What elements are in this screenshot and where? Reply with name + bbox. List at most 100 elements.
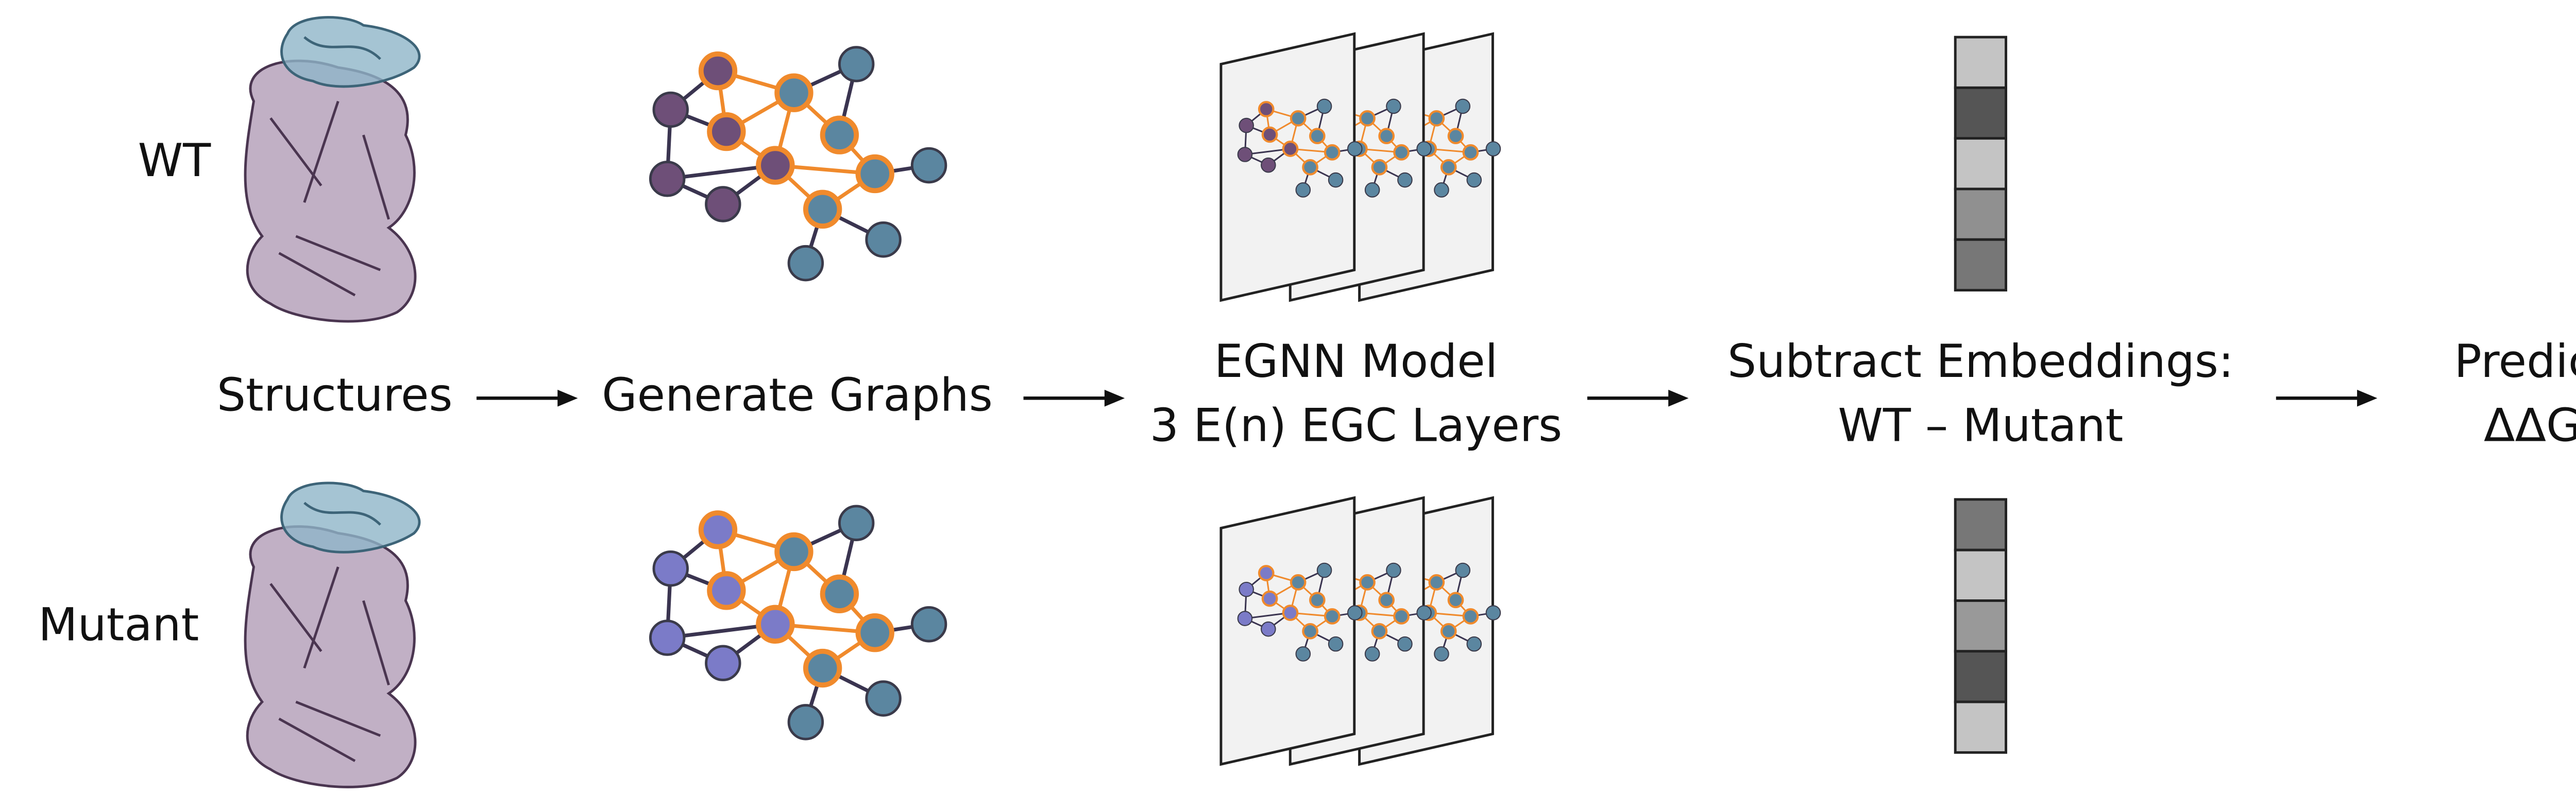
graph-node: [698, 51, 738, 91]
graph-node: [910, 606, 947, 643]
graph-node: [1485, 605, 1501, 620]
graph: [1237, 98, 1363, 198]
graph-node: [1393, 608, 1410, 625]
graph-node: [652, 91, 689, 128]
graph-node: [1485, 141, 1501, 157]
graph-node: [1261, 590, 1278, 607]
graph-node: [756, 605, 795, 644]
wt-structure: [245, 18, 419, 321]
graph-node: [1237, 611, 1253, 626]
graph-node: [1290, 574, 1307, 591]
graph-node: [820, 574, 859, 614]
step-label: Structures: [217, 369, 453, 422]
wt-label: WT: [138, 134, 211, 187]
graph-node: [1397, 172, 1413, 188]
graph-node: [787, 704, 824, 740]
graph-node: [1309, 592, 1326, 609]
graph-node: [1371, 159, 1388, 176]
graph-node: [756, 146, 795, 185]
graph-node: [1428, 574, 1445, 591]
graph-node: [803, 648, 842, 688]
graph-node: [855, 154, 894, 194]
graph-node: [1290, 110, 1307, 127]
step-label: Predict: [2454, 335, 2576, 388]
graph-node: [1466, 636, 1482, 652]
embedding-cell: [1954, 548, 2007, 602]
step-label: Subtract Embeddings:: [1727, 335, 2234, 388]
graph-node: [1309, 128, 1326, 145]
graph-node: [1258, 565, 1275, 581]
graph-node: [1364, 646, 1380, 662]
graph-node: [774, 532, 814, 572]
graph: [1237, 562, 1363, 662]
graph-node: [1455, 98, 1471, 114]
graph-node: [838, 46, 875, 82]
graph-node: [803, 189, 842, 229]
graph: [649, 505, 947, 740]
graph-node: [1462, 144, 1479, 161]
graph-node: [1261, 157, 1276, 173]
graphs: [649, 46, 947, 740]
graph-node: [1447, 592, 1464, 609]
step-label: 3 E(n) EGC Layers: [1150, 399, 1562, 452]
graph-node: [1416, 605, 1432, 620]
embedding-cell: [1954, 599, 2007, 653]
embedding-cell: [1954, 36, 2007, 89]
graph-node: [707, 571, 746, 610]
step-label: WT – Mutant: [1838, 399, 2123, 452]
graph-node: [698, 510, 738, 549]
graph-node: [1434, 182, 1449, 198]
graph-node: [1261, 126, 1278, 143]
graph-node: [1328, 636, 1344, 652]
graph-node: [1302, 159, 1318, 176]
graph-node: [1347, 141, 1363, 157]
graph-node: [1295, 182, 1311, 198]
graph-node: [1324, 144, 1341, 161]
graph-node: [1282, 141, 1299, 157]
graph-node: [1237, 147, 1253, 162]
graph-node: [855, 613, 894, 652]
graph-node: [1258, 101, 1275, 117]
mutant-label: Mutant: [38, 598, 199, 651]
graph-node: [1378, 592, 1395, 609]
embedding-cell: [1954, 86, 2007, 140]
graph-node: [1261, 621, 1276, 637]
step-label: EGNN Model: [1214, 335, 1498, 388]
graph-node: [1393, 144, 1410, 161]
graph-node: [1447, 128, 1464, 145]
graph-node: [1440, 623, 1457, 640]
graph-node: [1324, 608, 1341, 625]
graph-node: [1386, 562, 1401, 578]
graph-node: [705, 186, 741, 222]
graph-node: [707, 112, 746, 151]
graph-node: [1378, 128, 1395, 145]
graph-node: [1282, 605, 1299, 621]
graph: [649, 46, 947, 282]
graph-node: [865, 680, 902, 717]
graph-node: [820, 115, 859, 154]
graph-node: [1359, 574, 1376, 591]
graph-node: [1239, 581, 1254, 597]
graph-node: [910, 147, 947, 184]
embedding-cell: [1954, 498, 2007, 551]
embedding-cell: [1954, 700, 2007, 754]
layer-panel: [1219, 32, 1356, 302]
graph-node: [1440, 159, 1457, 176]
graph-node: [1397, 636, 1413, 652]
graph-node: [1434, 646, 1449, 662]
graph-node: [652, 550, 689, 587]
graph-node: [649, 161, 686, 197]
embedding-cell: [1954, 650, 2007, 703]
graph-node: [1428, 110, 1445, 127]
graph-node: [705, 645, 741, 681]
step-label: Generate Graphs: [602, 369, 993, 422]
graph-node: [649, 619, 686, 656]
embedding-cell: [1954, 187, 2007, 241]
layer-panel: [1219, 496, 1356, 766]
graph-node: [865, 221, 902, 258]
layer-panels: [1219, 32, 1501, 766]
graph-node: [774, 73, 814, 112]
graph-node: [1466, 172, 1482, 188]
graph-node: [1359, 110, 1376, 127]
